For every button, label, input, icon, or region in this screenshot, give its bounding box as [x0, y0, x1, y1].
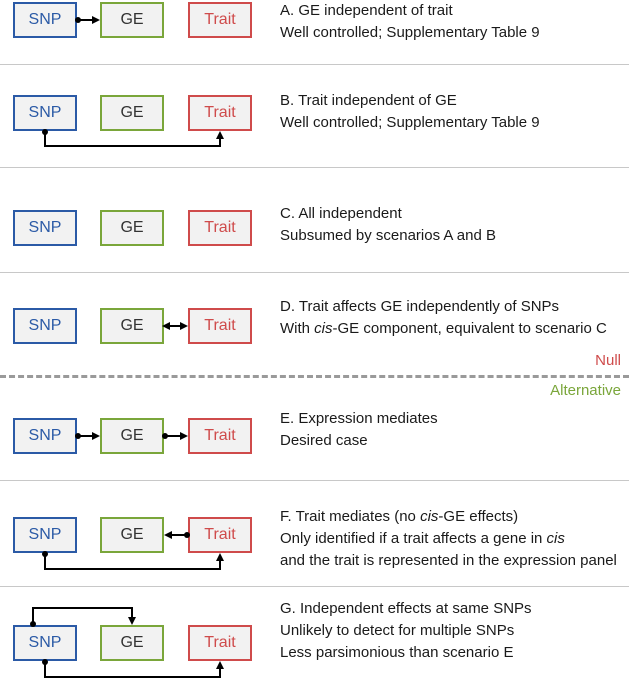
row-separator [0, 167, 629, 168]
scenario-note: Subsumed by scenarios A and B [280, 227, 496, 244]
null-alternative-divider [0, 375, 629, 378]
edge-snp-to-trait [42, 551, 224, 570]
scenario-note: Less parsimonious than scenario E [280, 644, 514, 661]
ge-box: GE [100, 517, 164, 553]
scenario-note: Unlikely to detect for multiple SNPs [280, 622, 515, 639]
scenario-title: F. Trait mediates (no cis-GE effects) [280, 508, 519, 525]
snp-box: SNP [13, 308, 77, 344]
trait-box: Trait [188, 308, 252, 344]
trait-box: Trait [188, 95, 252, 131]
scenario-note: With cis-GE component, equivalent to sce… [280, 320, 607, 337]
scenario-title: D. Trait affects GE independently of SNP… [280, 298, 560, 315]
scenario-title: A. GE independent of trait [280, 2, 453, 19]
trait-box: Trait [188, 418, 252, 454]
trait-box: Trait [188, 625, 252, 661]
snp-box: SNP [13, 517, 77, 553]
scenario-c-description: C. All independent Subsumed by scenarios… [280, 203, 496, 247]
scenario-a-description: A. GE independent of trait Well controll… [280, 0, 540, 44]
scenario-d-description: D. Trait affects GE independently of SNP… [280, 296, 607, 340]
snp-box: SNP [13, 625, 77, 661]
trait-box: Trait [188, 2, 252, 38]
scenario-f-description: F. Trait mediates (no cis-GE effects) On… [280, 506, 617, 572]
scenario-g-description: G. Independent effects at same SNPs Unli… [280, 598, 532, 664]
row-separator [0, 586, 629, 587]
scenario-note: Only identified if a trait affects a gen… [280, 530, 565, 547]
trait-box: Trait [188, 517, 252, 553]
scenario-note: Well controlled; Supplementary Table 9 [280, 24, 540, 41]
ge-box: GE [100, 625, 164, 661]
row-separator [0, 480, 629, 481]
ge-box: GE [100, 95, 164, 131]
scenario-note: Desired case [280, 432, 368, 449]
row-separator [0, 272, 629, 273]
null-label: Null [595, 352, 621, 369]
scenario-title: C. All independent [280, 205, 402, 222]
edge-trait-to-ge [164, 531, 190, 539]
edge-snp-to-trait [42, 129, 224, 147]
ge-box: GE [100, 210, 164, 246]
edge-snp-to-trait [42, 659, 224, 678]
snp-box: SNP [13, 418, 77, 454]
edge-snp-to-ge [75, 16, 100, 24]
scenario-e-description: E. Expression mediates Desired case [280, 408, 438, 452]
ge-box: GE [100, 2, 164, 38]
scenario-b-description: B. Trait independent of GE Well controll… [280, 90, 540, 134]
edge-ge-to-trait [162, 432, 188, 440]
scenario-title: B. Trait independent of GE [280, 92, 457, 109]
alternative-label: Alternative [550, 382, 621, 399]
row-separator [0, 64, 629, 65]
ge-box: GE [100, 308, 164, 344]
scenario-title: E. Expression mediates [280, 410, 438, 427]
scenario-note: and the trait is represented in the expr… [280, 552, 617, 569]
scenario-title: G. Independent effects at same SNPs [280, 600, 532, 617]
ge-box: GE [100, 418, 164, 454]
trait-box: Trait [188, 210, 252, 246]
edge-snp-to-ge [75, 432, 100, 440]
scenario-note: Well controlled; Supplementary Table 9 [280, 114, 540, 131]
snp-box: SNP [13, 95, 77, 131]
snp-box: SNP [13, 2, 77, 38]
snp-box: SNP [13, 210, 77, 246]
